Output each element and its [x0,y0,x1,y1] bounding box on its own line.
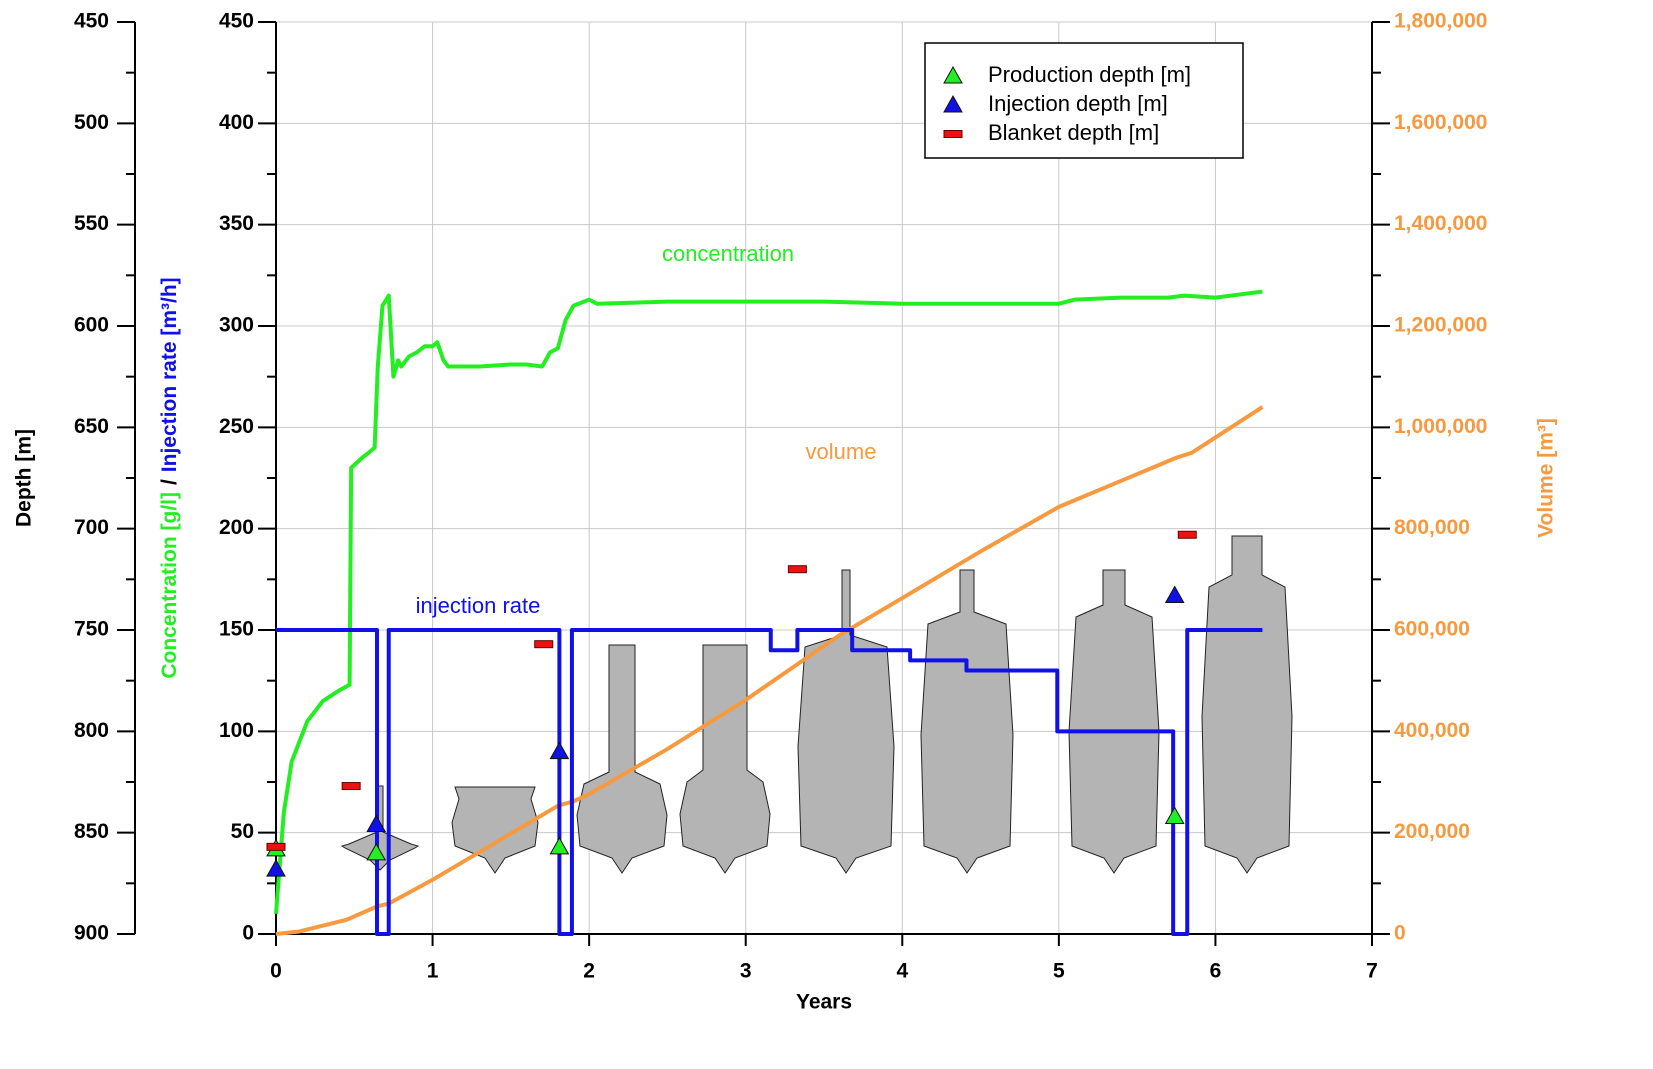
y-tick-label: 200 [219,516,254,539]
cavern [1201,535,1293,874]
y-label-part: / [158,479,181,485]
marker [1164,585,1185,604]
y2-tick-label: 1,000,000 [1394,415,1487,438]
line [274,289,1263,914]
legend-symbol [943,94,963,113]
y2-tick-label: 0 [1394,922,1406,945]
depth-tick-label: 450 [74,10,109,33]
y-tick-label: 350 [219,212,254,235]
cavern [1068,569,1160,874]
x-tick-label: 5 [1053,960,1065,983]
marker [1164,806,1185,824]
y2-tick-label: 800,000 [1394,516,1470,539]
y-label: Concentration [g/l] / Injection rate [m³/h… [158,277,181,678]
x-label: Years [796,991,852,1014]
depth-tick-label: 850 [74,820,109,843]
x-tick-label: 1 [427,960,439,983]
depth-tick-label: 650 [74,415,109,438]
depth-tick-label: 600 [74,314,109,337]
x-tick-label: 4 [896,960,908,983]
y2-tick-label: 400,000 [1394,719,1470,742]
y-label-part: Concentration [g/l] [158,492,181,679]
y-tick-label: 400 [219,111,254,134]
line [275,405,1264,936]
y2-tick-label: 1,800,000 [1394,10,1487,33]
marker [787,565,807,574]
depth-tick-label: 550 [74,212,109,235]
y2-tick-label: 200,000 [1394,820,1470,843]
depth-tick-label: 750 [74,618,109,641]
y-tick-label: 100 [219,719,254,742]
legend-label: Production depth [m] [988,62,1191,87]
cavern [920,569,1014,874]
y-label-part: Injection rate [m³/h] [158,277,181,472]
depth-tick-label: 800 [74,719,109,742]
series-label: injection rate [416,593,541,618]
y2-tick-label: 1,600,000 [1394,111,1487,134]
marker [366,842,387,861]
legend-symbol [943,65,963,84]
y-tick-label: 50 [231,820,254,843]
series-label: volume [806,439,877,464]
marker [534,640,554,649]
marker [266,842,286,851]
x-tick-label: 7 [1366,960,1378,983]
y-tick-label: 0 [242,922,254,945]
y-tick-label: 450 [219,10,254,33]
marker [549,741,570,760]
legend-symbol [943,130,963,138]
x-tick-label: 2 [583,960,595,983]
marker [266,859,286,877]
series-label: concentration [662,241,794,266]
legend-box [924,42,1244,159]
y-tick-label: 150 [219,618,254,641]
legend-label: Blanket depth [m] [988,120,1159,145]
marker [366,814,387,833]
depth-tick-label: 500 [74,111,109,134]
cavern [451,786,539,874]
depth-label: Depth [m] [13,429,36,527]
x-tick-label: 3 [740,960,752,983]
cavern [797,569,895,874]
marker [1177,530,1197,539]
x-tick-label: 0 [270,960,282,983]
depth-tick-label: 700 [74,516,109,539]
y2-tick-label: 600,000 [1394,618,1470,641]
depth-tick-label: 900 [74,922,109,945]
y2-label: Volume [m³] [1535,418,1558,538]
y-tick-label: 250 [219,415,254,438]
legend-label: Injection depth [m] [988,91,1168,116]
x-tick-label: 6 [1210,960,1222,983]
marker [549,836,570,855]
cavern [576,644,668,874]
y2-tick-label: 1,200,000 [1394,314,1487,337]
y2-tick-label: 1,400,000 [1394,212,1487,235]
y-tick-label: 300 [219,314,254,337]
marker [341,782,361,791]
line [276,628,1263,936]
cavern [679,644,771,874]
